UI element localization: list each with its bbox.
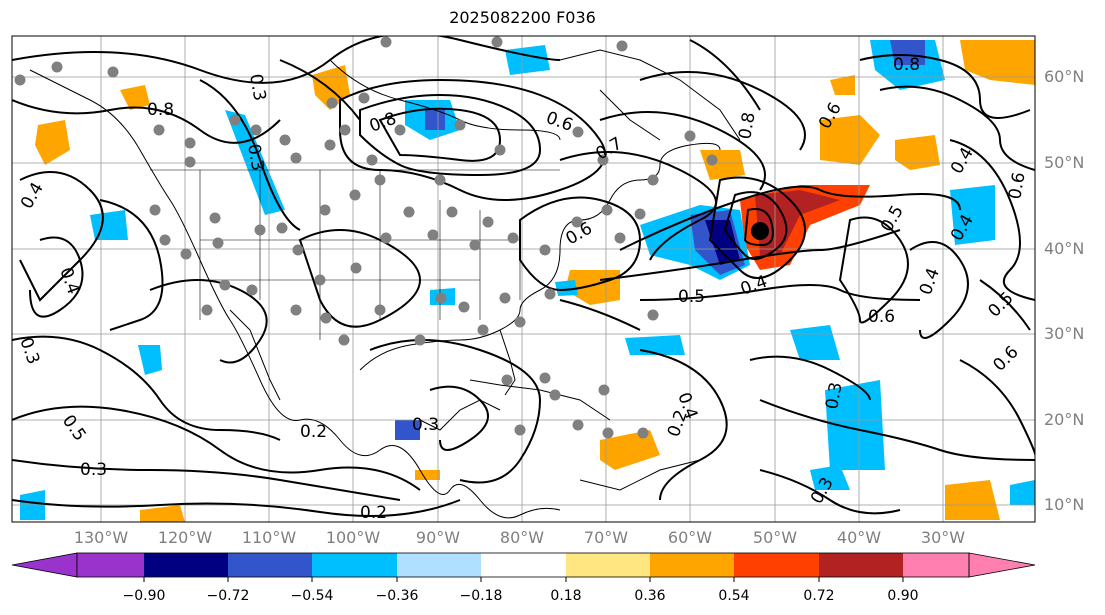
lon-label: 130°W [73, 528, 129, 547]
colorbar-tick-label: 0.54 [718, 588, 750, 604]
storm-center-marker [751, 222, 769, 240]
colorbar-segment [397, 553, 481, 577]
lat-label: 30°N [1044, 324, 1085, 343]
fill-positive [35, 120, 70, 165]
colorbar [11, 552, 1036, 582]
colorbar-segment [144, 553, 228, 577]
fill-negative [555, 280, 578, 296]
colorbar-tick-label: 0.36 [634, 588, 666, 604]
fill-negative [950, 185, 995, 245]
svg-text:0.2: 0.2 [300, 422, 327, 442]
lon-label: 120°W [157, 528, 213, 547]
svg-text:0.6: 0.6 [868, 307, 895, 327]
fill-positive [140, 505, 185, 522]
lon-label: 50°W [752, 528, 798, 547]
graticule [12, 36, 1035, 522]
colorbar-tick-label: −0.54 [290, 588, 334, 604]
svg-text:0.8: 0.8 [735, 111, 759, 141]
colorbar-tick-label: 0.18 [550, 588, 582, 604]
colorbar-min-extend [11, 552, 78, 578]
fill-positive [895, 135, 940, 170]
fill-negative [395, 420, 420, 440]
lat-label: 50°N [1044, 153, 1085, 172]
svg-text:0.8: 0.8 [147, 100, 174, 120]
fill-positive [120, 85, 150, 110]
fill-positive [830, 75, 855, 95]
colorbar-tick-label: 0.72 [803, 588, 835, 604]
colorbar-segment [77, 553, 144, 577]
colorbar-segment [819, 553, 903, 577]
lon-label: 40°W [836, 528, 882, 547]
fill-positive [755, 190, 840, 255]
colorbar-segment [312, 553, 397, 577]
svg-text:0.8: 0.8 [893, 55, 920, 75]
svg-text:0.5: 0.5 [678, 287, 705, 307]
fill-positive [945, 480, 1000, 520]
colorbar-max-extend [968, 552, 1036, 578]
lon-label: 110°W [241, 528, 297, 547]
svg-text:0.6: 0.6 [1005, 171, 1029, 201]
fill-positive [600, 430, 660, 470]
colorbar-segment [481, 553, 566, 577]
map-title: 2025082200 F036 [449, 8, 596, 27]
lon-label: 70°W [583, 528, 629, 547]
colorbar-segment [228, 553, 312, 577]
colorbar-tick-label: −0.72 [206, 588, 250, 604]
lon-label: 30°W [920, 528, 966, 547]
fill-negative [138, 345, 162, 375]
colorbar-segment [903, 553, 969, 577]
lon-label: 80°W [499, 528, 545, 547]
svg-text:0.3: 0.3 [245, 72, 269, 102]
svg-text:0.3: 0.3 [412, 415, 439, 435]
colorbar-tick-label: −0.18 [459, 588, 503, 604]
lon-label: 60°W [667, 528, 713, 547]
colorbar-tick-label: 0.90 [887, 588, 919, 604]
colorbar-segment [734, 553, 819, 577]
fill-negative [825, 380, 885, 470]
lon-label: 100°W [325, 528, 381, 547]
fill-negative [90, 210, 128, 240]
svg-text:0.2: 0.2 [360, 503, 387, 523]
colorbar-segment [566, 553, 650, 577]
svg-text:0.3: 0.3 [822, 381, 846, 411]
fill-negative [425, 110, 445, 130]
fill-positive [960, 40, 1035, 85]
fill-negative [705, 220, 740, 265]
fill-negative [1010, 480, 1035, 505]
lat-label: 10°N [1044, 495, 1085, 514]
lat-label: 60°N [1044, 67, 1085, 86]
fill-positive [820, 115, 880, 165]
contour-lines [12, 36, 1035, 517]
colorbar-segment [650, 553, 734, 577]
fill-positive [415, 470, 440, 480]
lon-label: 90°W [415, 528, 461, 547]
station-markers [14, 36, 718, 439]
svg-text:0.3: 0.3 [80, 460, 107, 480]
fill-negative [890, 40, 925, 65]
lat-label: 20°N [1044, 410, 1085, 429]
colorbar-tick-label: −0.36 [375, 588, 419, 604]
coastlines [29, 49, 741, 519]
lat-label: 40°N [1044, 239, 1085, 258]
colorbar-tick-label: −0.90 [122, 588, 166, 604]
fill-negative [625, 335, 685, 355]
fill-negative [810, 465, 850, 490]
fill-negative [505, 45, 550, 75]
svg-text:0.3: 0.3 [243, 142, 267, 172]
